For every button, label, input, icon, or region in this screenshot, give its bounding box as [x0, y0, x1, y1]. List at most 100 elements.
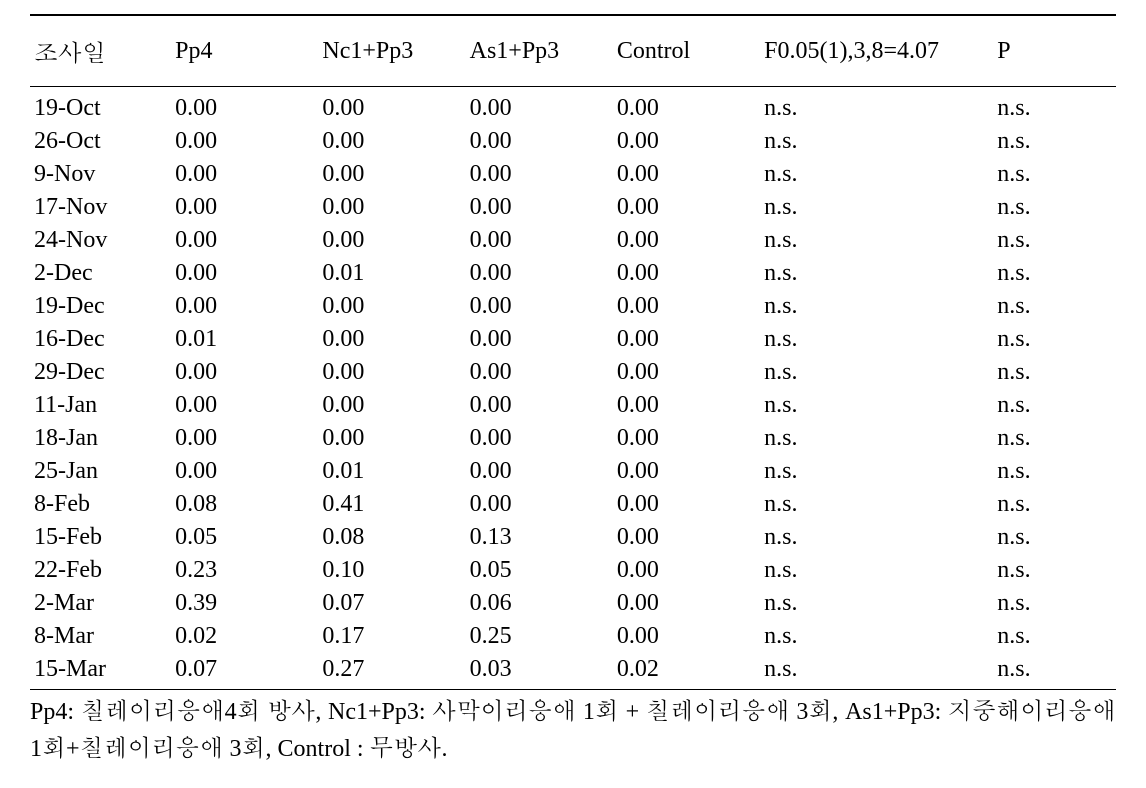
table-row: 2-Mar0.390.070.060.00n.s.n.s. — [30, 587, 1116, 620]
cell-f: n.s. — [760, 422, 993, 455]
table-row: 19-Dec0.000.000.000.00n.s.n.s. — [30, 290, 1116, 323]
cell-f: n.s. — [760, 257, 993, 290]
table-row: 22-Feb0.230.100.050.00n.s.n.s. — [30, 554, 1116, 587]
cell-date: 11-Jan — [30, 389, 171, 422]
cell-control: 0.00 — [613, 323, 760, 356]
cell-nc1pp3: 0.07 — [318, 587, 465, 620]
cell-pp4: 0.39 — [171, 587, 318, 620]
cell-date: 19-Dec — [30, 290, 171, 323]
cell-pp4: 0.07 — [171, 653, 318, 690]
table-row: 18-Jan0.000.000.000.00n.s.n.s. — [30, 422, 1116, 455]
cell-p: n.s. — [993, 224, 1116, 257]
table-row: 9-Nov0.000.000.000.00n.s.n.s. — [30, 158, 1116, 191]
cell-control: 0.00 — [613, 257, 760, 290]
cell-f: n.s. — [760, 125, 993, 158]
data-table: 조사일 Pp4 Nc1+Pp3 As1+Pp3 Control F0.05(1)… — [30, 14, 1116, 690]
cell-control: 0.00 — [613, 455, 760, 488]
cell-f: n.s. — [760, 620, 993, 653]
cell-as1pp3: 0.00 — [466, 389, 613, 422]
cell-pp4: 0.00 — [171, 422, 318, 455]
cell-as1pp3: 0.00 — [466, 422, 613, 455]
col-header-p: P — [993, 15, 1116, 87]
cell-date: 17-Nov — [30, 191, 171, 224]
cell-control: 0.02 — [613, 653, 760, 690]
cell-control: 0.00 — [613, 488, 760, 521]
cell-nc1pp3: 0.27 — [318, 653, 465, 690]
table-row: 29-Dec0.000.000.000.00n.s.n.s. — [30, 356, 1116, 389]
cell-p: n.s. — [993, 191, 1116, 224]
table-footnote: Pp4: 칠레이리응애4회 방사, Nc1+Pp3: 사막이리응애 1회 + 칠… — [30, 694, 1116, 768]
table-row: 2-Dec0.000.010.000.00n.s.n.s. — [30, 257, 1116, 290]
cell-date: 29-Dec — [30, 356, 171, 389]
cell-f: n.s. — [760, 87, 993, 126]
cell-pp4: 0.00 — [171, 87, 318, 126]
cell-as1pp3: 0.03 — [466, 653, 613, 690]
table-row: 15-Mar0.070.270.030.02n.s.n.s. — [30, 653, 1116, 690]
cell-p: n.s. — [993, 455, 1116, 488]
cell-nc1pp3: 0.00 — [318, 323, 465, 356]
cell-f: n.s. — [760, 356, 993, 389]
cell-control: 0.00 — [613, 521, 760, 554]
cell-f: n.s. — [760, 191, 993, 224]
cell-control: 0.00 — [613, 158, 760, 191]
table-row: 25-Jan0.000.010.000.00n.s.n.s. — [30, 455, 1116, 488]
table-row: 19-Oct0.000.000.000.00n.s.n.s. — [30, 87, 1116, 126]
cell-pp4: 0.23 — [171, 554, 318, 587]
cell-date: 2-Mar — [30, 587, 171, 620]
cell-date: 24-Nov — [30, 224, 171, 257]
cell-control: 0.00 — [613, 389, 760, 422]
cell-nc1pp3: 0.00 — [318, 191, 465, 224]
cell-pp4: 0.02 — [171, 620, 318, 653]
cell-p: n.s. — [993, 125, 1116, 158]
cell-pp4: 0.00 — [171, 224, 318, 257]
table-row: 26-Oct0.000.000.000.00n.s.n.s. — [30, 125, 1116, 158]
col-header-f: F0.05(1),3,8=4.07 — [760, 15, 993, 87]
cell-f: n.s. — [760, 554, 993, 587]
cell-nc1pp3: 0.00 — [318, 125, 465, 158]
cell-pp4: 0.00 — [171, 356, 318, 389]
table-row: 8-Mar0.020.170.250.00n.s.n.s. — [30, 620, 1116, 653]
cell-as1pp3: 0.06 — [466, 587, 613, 620]
cell-p: n.s. — [993, 422, 1116, 455]
page: 조사일 Pp4 Nc1+Pp3 As1+Pp3 Control F0.05(1)… — [0, 0, 1146, 788]
cell-f: n.s. — [760, 389, 993, 422]
cell-as1pp3: 0.00 — [466, 224, 613, 257]
cell-p: n.s. — [993, 554, 1116, 587]
cell-control: 0.00 — [613, 224, 760, 257]
table-header-row: 조사일 Pp4 Nc1+Pp3 As1+Pp3 Control F0.05(1)… — [30, 15, 1116, 87]
cell-date: 22-Feb — [30, 554, 171, 587]
cell-as1pp3: 0.00 — [466, 488, 613, 521]
cell-as1pp3: 0.00 — [466, 191, 613, 224]
cell-p: n.s. — [993, 257, 1116, 290]
col-header-nc1pp3: Nc1+Pp3 — [318, 15, 465, 87]
cell-control: 0.00 — [613, 587, 760, 620]
cell-pp4: 0.00 — [171, 158, 318, 191]
col-header-pp4: Pp4 — [171, 15, 318, 87]
cell-p: n.s. — [993, 389, 1116, 422]
table-row: 8-Feb0.080.410.000.00n.s.n.s. — [30, 488, 1116, 521]
cell-p: n.s. — [993, 521, 1116, 554]
cell-nc1pp3: 0.41 — [318, 488, 465, 521]
cell-date: 15-Feb — [30, 521, 171, 554]
cell-control: 0.00 — [613, 191, 760, 224]
cell-pp4: 0.05 — [171, 521, 318, 554]
cell-p: n.s. — [993, 290, 1116, 323]
cell-as1pp3: 0.00 — [466, 125, 613, 158]
cell-as1pp3: 0.25 — [466, 620, 613, 653]
cell-date: 2-Dec — [30, 257, 171, 290]
cell-p: n.s. — [993, 620, 1116, 653]
cell-date: 19-Oct — [30, 87, 171, 126]
cell-as1pp3: 0.00 — [466, 455, 613, 488]
cell-nc1pp3: 0.10 — [318, 554, 465, 587]
cell-as1pp3: 0.00 — [466, 158, 613, 191]
col-header-date: 조사일 — [30, 15, 171, 87]
cell-as1pp3: 0.00 — [466, 356, 613, 389]
cell-control: 0.00 — [613, 356, 760, 389]
cell-p: n.s. — [993, 158, 1116, 191]
cell-pp4: 0.01 — [171, 323, 318, 356]
cell-date: 18-Jan — [30, 422, 171, 455]
cell-date: 16-Dec — [30, 323, 171, 356]
cell-f: n.s. — [760, 587, 993, 620]
cell-nc1pp3: 0.08 — [318, 521, 465, 554]
cell-p: n.s. — [993, 323, 1116, 356]
